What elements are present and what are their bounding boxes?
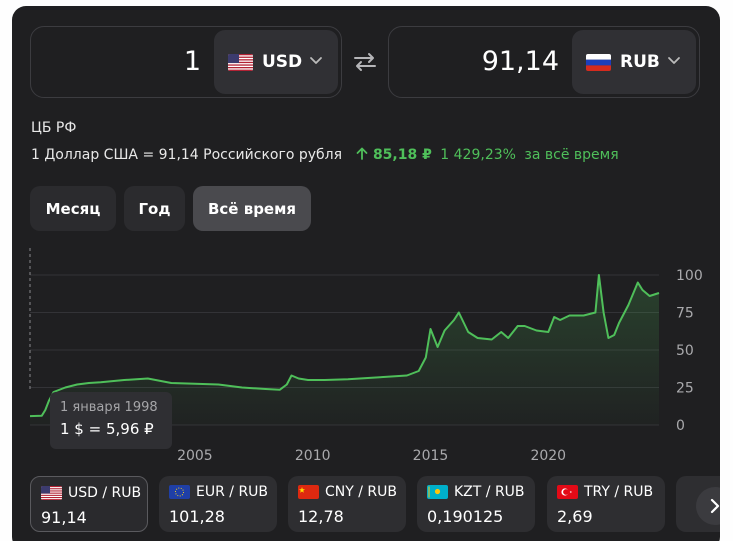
to-amount-box[interactable]: 91,14 RUB	[388, 26, 700, 98]
pair-value: 2,69	[557, 507, 593, 526]
period-all-time-button[interactable]: Всё время	[193, 186, 311, 231]
y-tick-label: 25	[676, 381, 694, 397]
to-currency-select[interactable]: RUB	[572, 30, 696, 94]
x-tick-label: 2010	[295, 448, 331, 464]
kz-flag-icon	[427, 485, 448, 499]
to-currency-code: RUB	[620, 52, 660, 72]
pair-label: KZT / RUB	[454, 484, 525, 500]
pair-header: USD / RUB	[41, 485, 141, 501]
x-tick-label: 2020	[530, 448, 566, 464]
pair-value: 101,28	[169, 507, 225, 526]
converter-card: 1 USD	[12, 6, 720, 541]
currency-pair-card[interactable]: CNY / RUB 12,78	[288, 476, 406, 532]
us-flag-icon	[228, 53, 253, 71]
y-tick-label: 0	[676, 418, 685, 434]
series-area	[30, 275, 659, 425]
chevron-right-icon	[710, 498, 720, 514]
currency-pair-card[interactable]: EUR / RUB 101,28	[159, 476, 277, 532]
chevron-down-icon	[310, 57, 322, 64]
y-tick-label: 50	[676, 343, 694, 359]
rate-source: ЦБ РФ	[31, 120, 77, 136]
pair-header: KZT / RUB	[427, 484, 525, 500]
currency-pair-card[interactable]: KZT / RUB 0,190125	[417, 476, 535, 532]
pair-label: USD / RUB	[68, 485, 142, 501]
cn-flag-icon	[298, 485, 319, 499]
pair-header: TRY / RUB	[557, 484, 655, 500]
chart-tooltip: 1 января 1998 1 $ = 5,96 ₽	[50, 392, 172, 449]
change-absolute: 85,18 ₽	[372, 147, 432, 163]
tooltip-date: 1 января 1998	[60, 400, 158, 415]
next-pairs-button[interactable]	[696, 487, 720, 525]
pair-label: EUR / RUB	[196, 484, 269, 500]
x-tick-label: 2005	[177, 448, 213, 464]
rate-summary: 1 Доллар США = 91,14 Российского рубля 8…	[31, 147, 619, 163]
arrow-up-icon	[356, 147, 372, 163]
change-percent: 1 429,23%	[440, 147, 516, 163]
period-month-button[interactable]: Месяц	[30, 186, 116, 231]
from-amount-box[interactable]: 1 USD	[30, 26, 342, 98]
series-line	[29, 274, 660, 418]
pair-value: 91,14	[41, 508, 87, 527]
us-flag-icon	[41, 486, 62, 500]
chevron-down-icon	[668, 57, 680, 64]
to-amount-input[interactable]: 91,14	[481, 46, 559, 77]
y-tick-label: 75	[676, 306, 694, 322]
y-tick-label: 100	[676, 268, 703, 284]
ru-flag-icon	[586, 53, 611, 71]
swap-icon[interactable]	[352, 50, 378, 74]
eu-flag-icon	[169, 485, 190, 499]
pair-value: 0,190125	[427, 507, 504, 526]
currency-pair-card[interactable]: USD / RUB 91,14	[30, 476, 148, 532]
pair-label: CNY / RUB	[325, 484, 397, 500]
from-amount-input[interactable]: 1	[183, 46, 201, 77]
pair-value: 12,78	[298, 507, 344, 526]
pair-header: CNY / RUB	[298, 484, 397, 500]
tooltip-value: 1 $ = 5,96 ₽	[60, 420, 154, 438]
period-year-button[interactable]: Год	[124, 186, 185, 231]
from-currency-code: USD	[262, 52, 303, 72]
currency-pair-card[interactable]: TRY / RUB 2,69	[547, 476, 665, 532]
pair-label: TRY / RUB	[584, 484, 654, 500]
tr-flag-icon	[557, 485, 578, 499]
from-currency-select[interactable]: USD	[214, 30, 338, 94]
change-period: за всё время	[524, 147, 619, 163]
pair-header: EUR / RUB	[169, 484, 269, 500]
x-tick-label: 2015	[413, 448, 449, 464]
rate-text: 1 Доллар США = 91,14 Российского рубля	[31, 147, 343, 163]
